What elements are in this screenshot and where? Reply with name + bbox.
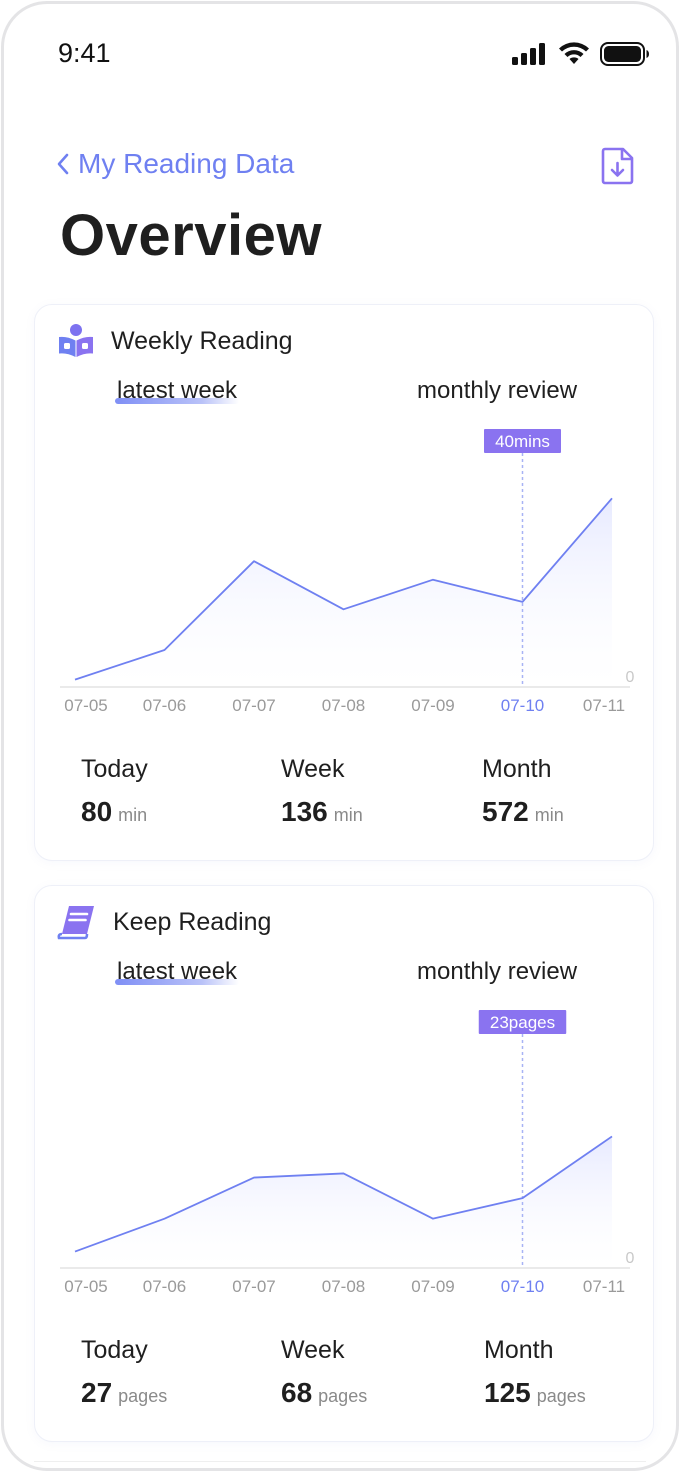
- keep-reading-chart: 23pages 0 07-05 07-06 07-07 07-08 07-09 07-10 07…: [35, 996, 655, 1296]
- series-area: [75, 1136, 612, 1268]
- active-tab-underline: [115, 979, 240, 985]
- book-icon: [57, 906, 94, 940]
- tooltip-box: [478, 1010, 567, 1034]
- x-tick-label: 07-07: [232, 1277, 275, 1296]
- x-tick-label: 07-09: [411, 696, 454, 715]
- stat-label: Week: [281, 755, 345, 783]
- x-tick-label: 07-07: [232, 696, 275, 715]
- wifi-icon: [559, 42, 589, 64]
- tab-monthly-review[interactable]: monthly review: [417, 377, 578, 404]
- signal-icon: [512, 43, 545, 65]
- export-button[interactable]: [600, 146, 636, 186]
- tab-latest-week[interactable]: latest week: [115, 958, 240, 986]
- card-title: Weekly Reading: [111, 326, 293, 355]
- stat-unit: min: [333, 805, 363, 825]
- y-zero-label: 0: [626, 1250, 635, 1267]
- series-area: [75, 498, 612, 687]
- back-link[interactable]: My Reading Data: [56, 148, 294, 180]
- stat-label: Month: [484, 1336, 554, 1364]
- stat-value: 68: [281, 1377, 313, 1408]
- x-tick-label: 07-10: [501, 1277, 544, 1296]
- tab-label: latest week: [117, 377, 238, 404]
- stat-value: 572: [482, 796, 529, 827]
- stat-unit: pages: [118, 1386, 168, 1406]
- stat-month: Month 572 min: [482, 755, 564, 828]
- stat-week: Week 136 min: [281, 755, 363, 828]
- stat-value: 125: [484, 1377, 531, 1408]
- x-tick-label: 07-10: [501, 696, 544, 715]
- card-title: Keep Reading: [113, 907, 272, 936]
- x-tick-label: 07-09: [411, 1277, 454, 1296]
- bottom-divider: [34, 1461, 646, 1462]
- chart-svg: 40mins 0 07-05 07-06 07-07 07-08 07-09 07-10 07-…: [60, 429, 635, 715]
- stat-value: 136: [281, 796, 328, 827]
- status-icons: [512, 42, 650, 66]
- tooltip-label: 40mins: [495, 432, 550, 451]
- tab-latest-week[interactable]: latest week: [115, 377, 240, 405]
- stat-today: Today 80 min: [81, 755, 148, 828]
- stat-unit: min: [534, 805, 564, 825]
- y-zero-label: 0: [626, 669, 635, 686]
- x-tick-label: 07-05: [64, 1277, 107, 1296]
- stat-today: Today 27 pages: [81, 1336, 167, 1409]
- x-tick-label: 07-06: [143, 696, 186, 715]
- back-label: My Reading Data: [78, 148, 295, 179]
- download-file-icon: [601, 147, 634, 185]
- stat-unit: min: [118, 805, 148, 825]
- tab-monthly-review[interactable]: monthly review: [417, 958, 578, 985]
- stat-label: Today: [81, 755, 148, 783]
- battery-icon: [600, 42, 649, 66]
- stat-value: 27: [81, 1377, 113, 1408]
- keep-reading-card: Keep Reading latest week monthly review …: [34, 885, 654, 1442]
- stat-unit: pages: [536, 1386, 586, 1406]
- x-tick-label: 07-11: [583, 1277, 625, 1296]
- x-tick-label: 07-11: [583, 696, 625, 715]
- x-tick-label: 07-08: [322, 1277, 365, 1296]
- stat-label: Month: [482, 755, 552, 783]
- card-header: Weekly Reading: [57, 323, 293, 359]
- page-title: Overview: [60, 203, 322, 268]
- chevron-left-icon: [57, 153, 69, 175]
- card-header: Keep Reading: [57, 904, 271, 940]
- tooltip-label: 23pages: [490, 1013, 555, 1032]
- stat-label: Week: [281, 1336, 345, 1364]
- x-tick-label: 07-08: [322, 696, 365, 715]
- x-tick-label: 07-05: [64, 696, 107, 715]
- reader-icon: [59, 324, 93, 357]
- weekly-reading-chart: 40mins 0 07-05 07-06 07-07 07-08 07-09 07-10 07-…: [35, 415, 655, 715]
- stat-week: Week 68 pages: [281, 1336, 367, 1409]
- stat-value: 80: [81, 796, 113, 827]
- active-tab-underline: [115, 398, 240, 404]
- chart-svg: 23pages 0 07-05 07-06 07-07 07-08 07-09 07-10 07…: [60, 1010, 635, 1296]
- stat-month: Month 125 pages: [484, 1336, 586, 1409]
- stat-label: Today: [81, 1336, 148, 1364]
- x-tick-label: 07-06: [143, 1277, 186, 1296]
- tooltip-box: [484, 429, 561, 453]
- tab-label: latest week: [117, 958, 238, 985]
- stat-unit: pages: [318, 1386, 368, 1406]
- status-time: 9:41: [58, 38, 111, 68]
- weekly-reading-card: Weekly Reading latest week monthly revie…: [34, 304, 654, 861]
